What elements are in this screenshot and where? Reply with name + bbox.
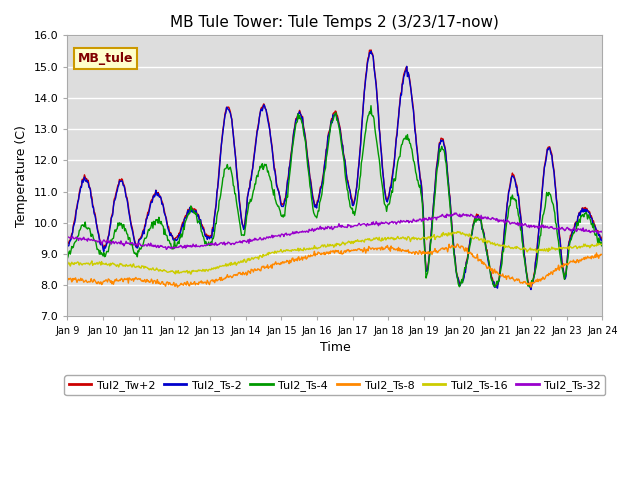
- Line: Tul2_Ts-8: Tul2_Ts-8: [67, 244, 602, 287]
- X-axis label: Time: Time: [319, 341, 350, 354]
- Tul2_Ts-2: [128, 227, 136, 232]
- Tul2_Ts-4: [492, 284, 499, 290]
- Line: Tul2_Ts-4: Tul2_Ts-4: [67, 106, 602, 287]
- Tul2_Tw+2: [73, 204, 81, 209]
- Tul2_Ts-32: [452, 210, 460, 216]
- Line: Tul2_Tw+2: Tul2_Tw+2: [67, 50, 602, 288]
- Tul2_Ts-2: [73, 205, 81, 211]
- Tul2_Ts-8: [211, 280, 218, 286]
- Tul2_Ts-16: [182, 268, 190, 274]
- Line: Tul2_Ts-32: Tul2_Ts-32: [67, 213, 602, 250]
- Tul2_Tw+2: [367, 47, 375, 53]
- Tul2_Ts-32: [598, 228, 606, 234]
- Tul2_Ts-8: [598, 252, 606, 258]
- Tul2_Ts-8: [454, 241, 461, 247]
- Tul2_Ts-32: [73, 236, 81, 241]
- Tul2_Ts-4: [63, 256, 71, 262]
- Title: MB Tule Tower: Tule Temps 2 (3/23/17-now): MB Tule Tower: Tule Temps 2 (3/23/17-now…: [170, 15, 499, 30]
- Tul2_Tw+2: [63, 239, 71, 245]
- Tul2_Ts-16: [416, 237, 424, 242]
- Tul2_Ts-4: [598, 243, 606, 249]
- Tul2_Ts-32: [416, 216, 424, 222]
- Tul2_Ts-16: [187, 271, 195, 277]
- Tul2_Ts-4: [182, 216, 190, 222]
- Tul2_Tw+2: [416, 174, 424, 180]
- Tul2_Ts-8: [415, 248, 423, 253]
- Tul2_Tw+2: [211, 211, 218, 217]
- Tul2_Ts-8: [400, 248, 408, 253]
- Tul2_Ts-2: [211, 213, 218, 218]
- Tul2_Ts-4: [128, 241, 136, 247]
- Tul2_Ts-32: [128, 240, 136, 245]
- Tul2_Ts-2: [367, 48, 375, 54]
- Tul2_Tw+2: [598, 233, 606, 239]
- Tul2_Ts-32: [212, 240, 220, 245]
- Line: Tul2_Ts-16: Tul2_Ts-16: [67, 231, 602, 274]
- Tul2_Ts-2: [598, 236, 606, 241]
- Tul2_Ts-2: [416, 177, 424, 182]
- Tul2_Ts-4: [401, 135, 408, 141]
- Tul2_Ts-32: [401, 218, 408, 224]
- Tul2_Ts-16: [128, 264, 136, 270]
- Tul2_Ts-4: [416, 182, 424, 188]
- Tul2_Ts-8: [182, 282, 190, 288]
- Tul2_Ts-8: [128, 276, 136, 282]
- Tul2_Ts-8: [73, 279, 81, 285]
- Tul2_Ts-4: [73, 236, 81, 242]
- Tul2_Ts-2: [527, 287, 535, 292]
- Tul2_Tw+2: [401, 70, 408, 75]
- Line: Tul2_Ts-2: Tul2_Ts-2: [67, 51, 602, 289]
- Tul2_Ts-32: [183, 242, 191, 248]
- Legend: Tul2_Tw+2, Tul2_Ts-2, Tul2_Ts-4, Tul2_Ts-8, Tul2_Ts-16, Tul2_Ts-32: Tul2_Tw+2, Tul2_Ts-2, Tul2_Ts-4, Tul2_Ts…: [65, 375, 605, 395]
- Tul2_Ts-4: [367, 103, 375, 108]
- Y-axis label: Temperature (C): Temperature (C): [15, 125, 28, 227]
- Tul2_Ts-8: [63, 275, 71, 281]
- Tul2_Ts-2: [182, 215, 190, 221]
- Tul2_Tw+2: [527, 286, 535, 291]
- Tul2_Ts-32: [63, 234, 71, 240]
- Tul2_Ts-4: [211, 228, 218, 233]
- Tul2_Ts-2: [401, 72, 408, 78]
- Tul2_Tw+2: [128, 224, 136, 230]
- Tul2_Ts-16: [598, 241, 606, 247]
- Tul2_Ts-16: [63, 259, 71, 264]
- Tul2_Ts-16: [454, 228, 461, 234]
- Text: MB_tule: MB_tule: [78, 52, 134, 65]
- Tul2_Ts-2: [63, 242, 71, 248]
- Tul2_Ts-16: [401, 236, 408, 241]
- Tul2_Ts-16: [73, 260, 81, 265]
- Tul2_Ts-16: [212, 266, 220, 272]
- Tul2_Tw+2: [182, 213, 190, 219]
- Tul2_Ts-8: [527, 284, 535, 290]
- Tul2_Ts-32: [163, 247, 170, 252]
